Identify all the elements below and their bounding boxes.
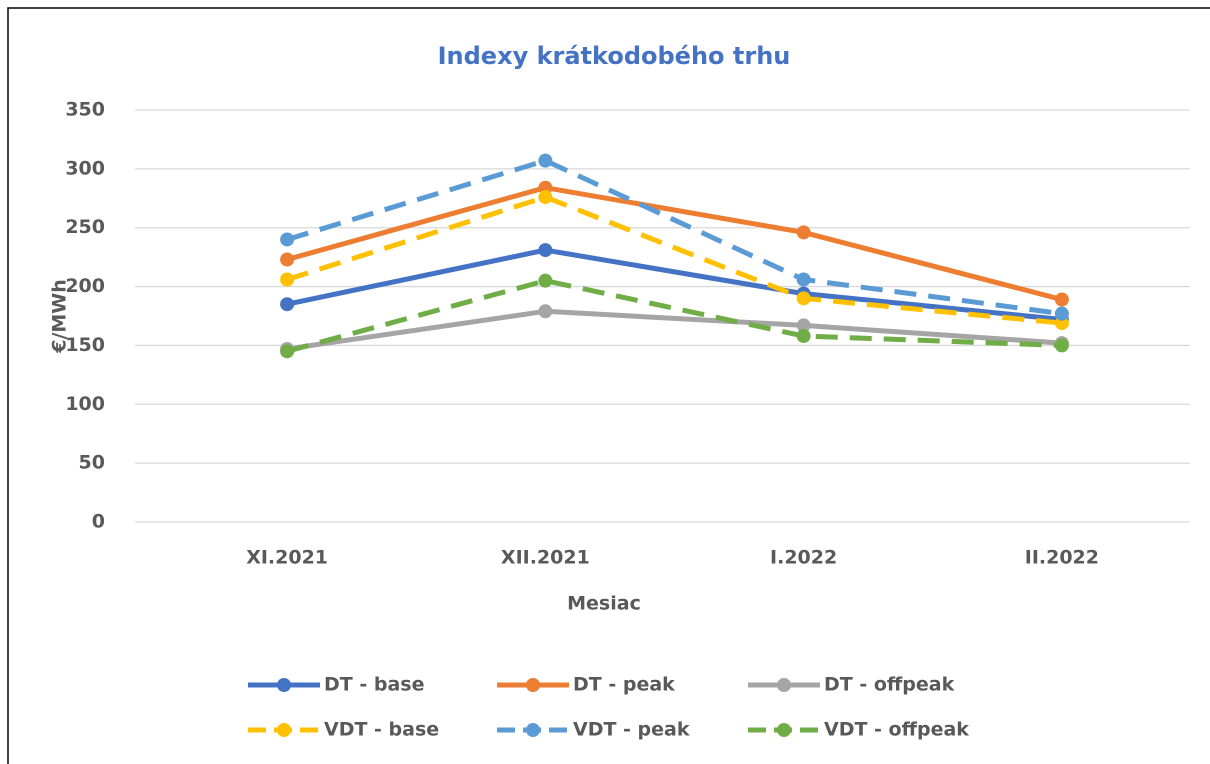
legend-label: DT - offpeak xyxy=(824,674,955,696)
legend-marker xyxy=(777,723,791,737)
x-tick-label: XII.2021 xyxy=(501,547,590,569)
y-tick-label: 250 xyxy=(65,216,105,238)
chart-frame xyxy=(7,7,1210,764)
data-point xyxy=(280,344,295,359)
series-line xyxy=(286,247,1063,323)
x-tick-label: II.2022 xyxy=(1025,547,1099,569)
data-point xyxy=(280,252,295,267)
legend-marker xyxy=(777,678,791,692)
data-point xyxy=(796,329,811,344)
legend-label: VDT - base xyxy=(324,719,439,741)
y-tick-label: 350 xyxy=(65,99,105,121)
legend-marker xyxy=(277,723,291,737)
y-tick-label: 200 xyxy=(65,275,105,297)
y-tick-label: 50 xyxy=(79,452,105,474)
data-point xyxy=(280,232,295,247)
legend-label: DT - base xyxy=(324,674,424,696)
data-point xyxy=(538,273,553,288)
legend-label: VDT - peak xyxy=(573,719,690,741)
data-point xyxy=(796,272,811,287)
data-point xyxy=(796,318,811,333)
y-tick-label: 100 xyxy=(65,393,105,415)
data-point xyxy=(538,153,553,168)
data-point xyxy=(538,304,553,319)
data-point xyxy=(1054,292,1069,307)
data-point xyxy=(280,297,295,312)
data-point xyxy=(1054,306,1069,321)
series-line xyxy=(286,185,1063,302)
series-line xyxy=(286,278,1062,354)
x-tick-label: I.2022 xyxy=(770,547,837,569)
x-tick-label: XI.2021 xyxy=(246,547,328,569)
data-point xyxy=(796,225,811,240)
data-point xyxy=(538,190,553,205)
y-tick-label: 300 xyxy=(65,157,105,179)
series-line xyxy=(286,194,1063,326)
data-point xyxy=(796,291,811,306)
data-point xyxy=(280,272,295,287)
y-tick-label: 150 xyxy=(65,334,105,356)
y-axis-label: €/MWh xyxy=(49,279,71,354)
series-line xyxy=(286,308,1063,352)
legend-marker xyxy=(277,678,291,692)
legend-marker xyxy=(526,678,540,692)
y-tick-label: 0 xyxy=(92,511,105,533)
data-point xyxy=(1054,338,1069,353)
chart-title: Indexy krátkodobého trhu xyxy=(438,42,791,70)
legend-label: DT - peak xyxy=(573,674,675,696)
legend-label: VDT - offpeak xyxy=(824,719,969,741)
x-axis-label: Mesiac xyxy=(567,593,641,615)
legend-marker xyxy=(526,723,540,737)
data-point xyxy=(538,243,553,258)
series-line xyxy=(286,158,1063,317)
